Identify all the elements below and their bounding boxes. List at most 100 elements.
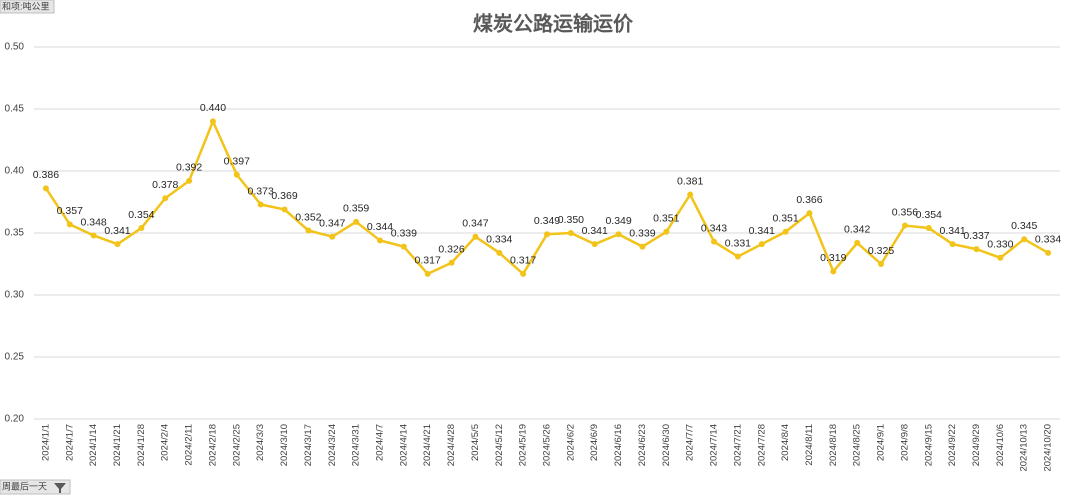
data-label: 0.319 (820, 252, 846, 264)
data-label: 0.347 (319, 218, 345, 230)
data-label: 0.373 (248, 185, 274, 197)
data-label: 0.317 (415, 255, 441, 267)
x-tick-label: 2024/2/18 (207, 424, 218, 466)
x-tick-label: 2024/6/16 (613, 424, 624, 466)
x-tick-label: 2024/5/12 (494, 424, 505, 466)
data-point (424, 270, 431, 277)
data-point (782, 228, 789, 235)
data-point (806, 210, 813, 217)
data-point (42, 185, 49, 192)
data-label: 0.350 (558, 214, 584, 226)
data-label: 0.342 (844, 224, 870, 236)
x-tick-label: 2024/10/20 (1043, 424, 1054, 472)
data-label: 0.359 (343, 203, 369, 215)
y-tick-label: 0.50 (5, 42, 25, 53)
x-tick-label: 2024/7/21 (732, 424, 743, 466)
data-point (1021, 236, 1028, 243)
x-tick-label: 2024/1/28 (136, 424, 147, 466)
data-point (162, 195, 169, 202)
data-point (114, 241, 121, 248)
data-point (901, 222, 908, 229)
data-label: 0.341 (939, 225, 965, 237)
data-label: 0.440 (200, 102, 226, 114)
data-label: 0.349 (534, 215, 560, 227)
x-tick-label: 2024/4/7 (374, 424, 385, 461)
data-point (520, 270, 527, 277)
x-tick-label: 2024/3/24 (327, 424, 338, 466)
data-label: 0.317 (510, 255, 536, 267)
data-label: 0.386 (33, 169, 59, 181)
x-tick-label: 2024/7/7 (685, 424, 696, 461)
data-label: 0.357 (57, 205, 83, 217)
data-label: 0.343 (701, 222, 727, 234)
x-tick-label: 2024/1/1 (40, 424, 51, 461)
data-label: 0.397 (224, 156, 250, 168)
y-tick-label: 0.35 (5, 228, 25, 239)
data-point (663, 228, 670, 235)
data-label: 0.334 (1035, 234, 1061, 246)
data-label: 0.381 (677, 175, 703, 187)
x-tick-label: 2024/6/2 (565, 424, 576, 461)
data-label: 0.356 (892, 206, 918, 218)
data-point (209, 118, 216, 125)
x-tick-label: 2024/8/18 (828, 424, 839, 466)
y-tick-label: 0.40 (5, 166, 25, 177)
value-field-label: 和项:吨公里 (2, 0, 50, 11)
value-field-button[interactable] (0, 0, 55, 14)
data-label: 0.330 (987, 239, 1013, 251)
x-tick-label: 2024/3/10 (279, 424, 290, 466)
x-tick-label: 2024/4/14 (398, 424, 409, 466)
y-tick-label: 0.25 (5, 352, 25, 363)
x-tick-label: 2024/8/11 (804, 424, 815, 466)
data-point (472, 233, 479, 240)
data-point (66, 221, 73, 228)
data-label: 0.354 (128, 209, 154, 221)
data-label: 0.378 (152, 179, 178, 191)
data-label: 0.334 (486, 234, 512, 246)
x-tick-label: 2024/6/23 (637, 424, 648, 466)
data-label: 0.341 (749, 225, 775, 237)
x-tick-label: 2024/9/29 (971, 424, 982, 466)
x-tick-label: 2024/9/1 (876, 424, 887, 461)
chart-title: 煤炭公路运输运价 (473, 11, 634, 35)
data-point (400, 243, 407, 250)
data-label: 0.345 (1011, 220, 1037, 232)
data-point (257, 201, 264, 208)
data-point (138, 225, 145, 232)
x-tick-label: 2024/2/25 (231, 424, 242, 466)
data-point (567, 230, 574, 236)
data-point (90, 232, 97, 239)
x-tick-label: 2024/9/15 (923, 424, 934, 466)
data-point (830, 268, 837, 275)
data-point (233, 171, 240, 178)
data-label: 0.331 (725, 237, 751, 249)
data-point (281, 206, 288, 213)
data-point (734, 253, 741, 260)
data-point (949, 241, 956, 248)
x-tick-label: 2024/2/4 (160, 424, 171, 461)
x-tick-label: 2024/5/26 (542, 424, 553, 466)
data-point (854, 239, 861, 246)
data-point (353, 218, 360, 225)
x-tick-label: 2024/9/22 (947, 424, 958, 466)
y-tick-label: 0.30 (5, 290, 25, 301)
data-point (186, 177, 193, 184)
axis-field-label: 周最后一天 (2, 481, 47, 491)
data-label: 0.339 (629, 227, 655, 239)
x-tick-label: 2024/7/14 (709, 424, 720, 466)
x-tick-label: 2024/2/11 (184, 424, 195, 466)
filter-icon[interactable] (54, 483, 66, 493)
data-point (997, 254, 1004, 261)
x-tick-label: 2024/10/6 (995, 424, 1006, 466)
x-tick-label: 2024/1/14 (88, 424, 99, 466)
data-label: 0.392 (176, 162, 202, 174)
data-label: 0.339 (391, 227, 417, 239)
data-label: 0.341 (582, 225, 608, 237)
data-label: 0.351 (772, 213, 798, 225)
data-point (544, 231, 550, 238)
axis-field-button[interactable] (0, 479, 71, 495)
x-tick-label: 2024/6/30 (661, 424, 672, 466)
x-tick-label: 2024/5/19 (518, 424, 529, 466)
x-tick-label: 2024/5/5 (470, 424, 481, 461)
data-point (305, 227, 312, 234)
